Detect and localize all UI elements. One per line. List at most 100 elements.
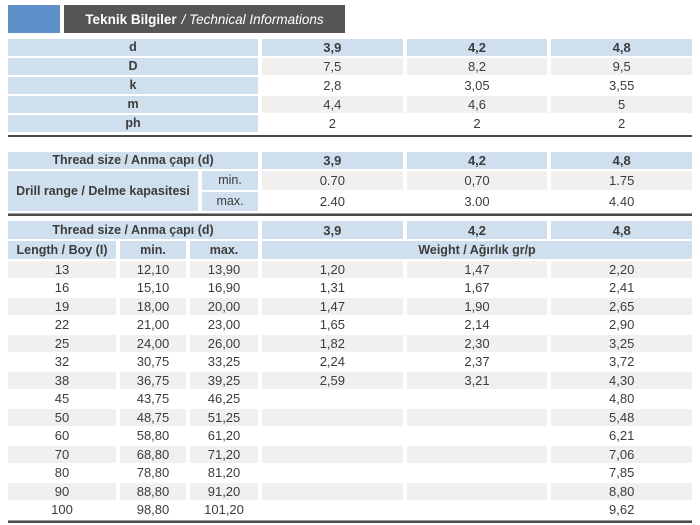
min-value: 21,00 xyxy=(136,317,170,333)
weight-value xyxy=(406,483,548,500)
head-dimensions-table-body: d 3,9 4,2 4,8 D 7,5 8,2 9,5 k 2,8 3,05 3,55 m 4,4 4,6 5… xyxy=(8,39,692,132)
weight-value xyxy=(262,465,403,482)
dimension-label: ph xyxy=(8,115,258,132)
section-divider-line xyxy=(8,135,692,137)
accent-color-block xyxy=(8,5,60,33)
length-value: 70 xyxy=(8,446,116,463)
weight-value xyxy=(406,409,548,426)
weight-value: 2,20 xyxy=(551,261,692,278)
drill-range-value: 1.75 xyxy=(551,171,692,190)
min-value: 48,75 xyxy=(120,409,186,426)
section-divider-line xyxy=(8,213,692,216)
table-row: 60 58,80 61,20 6,21 xyxy=(8,428,692,445)
length-value: 16 xyxy=(54,280,70,296)
weight-value: 3,25 xyxy=(551,335,692,352)
weight-value: 2,37 xyxy=(464,354,490,370)
min-value: 24,00 xyxy=(120,335,186,352)
max-value: 71,20 xyxy=(190,446,259,463)
table-row: 38 36,75 39,25 2,59 3,21 4,30 xyxy=(8,372,692,389)
max-value: 39,25 xyxy=(190,372,259,389)
dimension-label: m xyxy=(8,96,258,113)
weight-value xyxy=(262,502,403,519)
length-value: 13 xyxy=(8,261,116,278)
table-row: 16 15,10 16,90 1,31 1,67 2,41 xyxy=(8,280,692,297)
weight-value: 1,65 xyxy=(319,317,345,333)
table-row: 50 48,75 51,25 5,48 xyxy=(8,409,692,426)
weight-value: 1,31 xyxy=(319,280,345,296)
weight-value xyxy=(262,409,403,426)
dimension-label: k xyxy=(8,77,258,94)
min-value: 12,10 xyxy=(120,261,186,278)
weight-value: 1,47 xyxy=(406,261,548,278)
min-value: 36,75 xyxy=(120,372,186,389)
table-row: Thread size / Anma çapı (d) 3,9 4,2 4,8 xyxy=(8,152,692,169)
max-value: 91,20 xyxy=(190,483,259,500)
dimension-value: 3,05 xyxy=(464,78,490,93)
weight-value xyxy=(262,446,403,463)
weight-value: 2,24 xyxy=(319,354,345,370)
weight-value: 3,21 xyxy=(406,372,548,389)
dimension-value: 4,6 xyxy=(406,96,548,113)
weight-value: 1,47 xyxy=(262,298,403,315)
min-value: 88,80 xyxy=(120,483,186,500)
range-bound-label: min. xyxy=(202,171,259,190)
table-row: 80 78,80 81,20 7,85 xyxy=(8,465,692,482)
weight-value: 1,67 xyxy=(464,280,490,296)
dimension-value: 4,8 xyxy=(551,39,692,56)
page-title-english: / Technical Informations xyxy=(181,11,324,27)
dimension-value: 9,5 xyxy=(551,58,692,75)
length-weight-table: Thread size / Anma çapı (d) 3,9 4,2 4,8 … xyxy=(4,219,696,520)
table-row: 90 88,80 91,20 8,80 xyxy=(8,483,692,500)
max-value: 101,20 xyxy=(204,502,244,518)
dimension-value: 4,4 xyxy=(262,96,403,113)
drill-range-value: 2.40 xyxy=(319,194,345,209)
weight-value: 2,90 xyxy=(609,317,635,333)
min-value: 58,80 xyxy=(136,428,170,444)
weight-value: 4,30 xyxy=(551,372,692,389)
page-header: Teknik Bilgiler / Technical Informations xyxy=(8,5,692,33)
max-column-header: max. xyxy=(190,241,259,259)
weight-value xyxy=(407,391,548,408)
max-value: 13,90 xyxy=(190,261,259,278)
weight-value: 9,62 xyxy=(609,502,635,518)
length-value: 32 xyxy=(54,354,70,370)
weight-value: 1,20 xyxy=(262,261,403,278)
size-column-header: 4,8 xyxy=(551,152,692,169)
max-value: 61,20 xyxy=(207,428,241,444)
size-column-header: 3,9 xyxy=(262,152,403,169)
drill-range-table-head: Thread size / Anma çapı (d) 3,9 4,2 4,8 xyxy=(8,152,692,169)
table-row: Thread size / Anma çapı (d) 3,9 4,2 4,8 xyxy=(8,221,692,239)
weight-value: 7,06 xyxy=(551,446,692,463)
dimension-label: D xyxy=(8,58,258,75)
dimension-value: 3,9 xyxy=(262,39,403,56)
table-row: ph 2 2 2 xyxy=(8,115,692,132)
table-row: 100 98,80 101,20 9,62 xyxy=(8,502,692,519)
size-column-header: 4,8 xyxy=(551,221,692,239)
weight-value: 1,82 xyxy=(262,335,403,352)
max-value: 51,25 xyxy=(190,409,259,426)
table-row: k 2,8 3,05 3,55 xyxy=(8,77,692,94)
size-column-header: 4,2 xyxy=(406,221,548,239)
thread-size-header: Thread size / Anma çapı (d) xyxy=(8,152,259,169)
weight-value: 3,72 xyxy=(609,354,635,370)
weight-value: 7,85 xyxy=(609,465,635,481)
dimension-label: d xyxy=(8,39,258,56)
length-value: 19 xyxy=(8,298,116,315)
drill-range-table: Thread size / Anma çapı (d) 3,9 4,2 4,8 … xyxy=(4,150,696,213)
weight-value xyxy=(262,391,403,408)
weight-value: 5,48 xyxy=(551,409,692,426)
max-value: 33,25 xyxy=(207,354,241,370)
table-row: 70 68,80 71,20 7,06 xyxy=(8,446,692,463)
dimension-value: 7,5 xyxy=(262,58,403,75)
thread-size-header: Thread size / Anma çapı (d) xyxy=(8,221,259,239)
drill-range-value: 0.70 xyxy=(262,171,403,190)
length-column-header: Length / Boy (I) xyxy=(8,241,116,259)
weight-value: 1,90 xyxy=(406,298,548,315)
min-value: 98,80 xyxy=(136,502,170,518)
weight-value: 8,80 xyxy=(551,483,692,500)
min-column-header: min. xyxy=(120,241,186,259)
drill-range-label: Drill range / Delme kapasitesi xyxy=(8,171,198,211)
max-value: 46,25 xyxy=(207,391,241,407)
weight-value: 6,21 xyxy=(609,428,635,444)
weight-value: 2,59 xyxy=(262,372,403,389)
